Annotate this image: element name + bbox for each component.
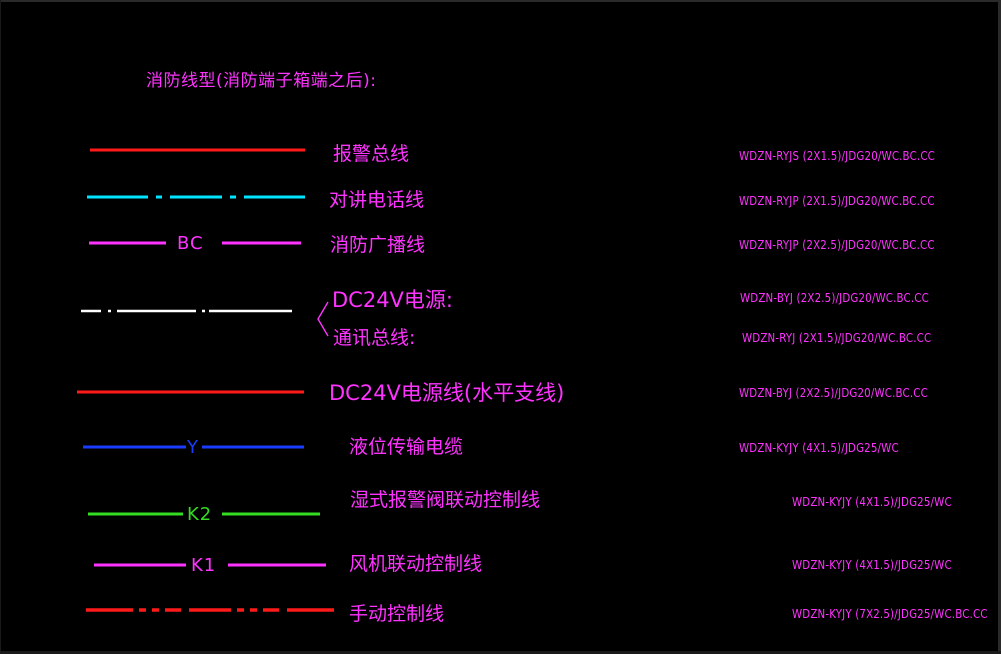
line-tag-k2: K2	[187, 504, 213, 525]
label-dc24v-power: DC24V电源:	[332, 288, 453, 312]
frame-bottom-edge	[0, 651, 1001, 654]
spec-alarm-bus: WDZN-RYJS (2X1.5)/JDG20/WC.BC.CC	[739, 148, 935, 163]
frame-top-edge	[0, 0, 1001, 2]
spec-intercom-phone: WDZN-RYJP (2X1.5)/JDG20/WC.BC.CC	[739, 193, 935, 208]
bracket-brace	[317, 301, 329, 337]
legend-heading: 消防线型(消防端子箱端之后):	[146, 71, 377, 91]
line-tag-k1: K1	[191, 555, 217, 576]
spec-fan-linkage: WDZN-KYJY (4X1.5)/JDG25/WC	[792, 557, 952, 572]
label-wet-alarm-valve: 湿式报警阀联动控制线	[350, 489, 541, 511]
label-intercom-phone: 对讲电话线	[329, 189, 425, 211]
label-liquid-level: 液位传输电缆	[349, 436, 464, 458]
spec-wet-alarm-valve: WDZN-KYJY (4X1.5)/JDG25/WC	[792, 494, 952, 509]
spec-liquid-level: WDZN-KYJY (4X1.5)/JDG25/WC	[739, 440, 899, 455]
label-broadcast: 消防广播线	[330, 234, 426, 256]
spec-comm-bus: WDZN-RYJ (2X1.5)/JDG20/WC.BC.CC	[742, 330, 932, 345]
frame-left-edge	[0, 0, 1, 654]
spec-manual-control: WDZN-KYJY (7X2.5)/JDG25/WC.BC.CC	[792, 606, 988, 621]
spec-broadcast: WDZN-RYJP (2X2.5)/JDG20/WC.BC.CC	[739, 237, 935, 252]
line-tag-y: Y	[187, 437, 199, 458]
label-manual-control: 手动控制线	[349, 603, 445, 625]
spec-dc24v-branch: WDZN-BYJ (2X2.5)/JDG20/WC.BC.CC	[739, 385, 928, 400]
label-fan-linkage: 风机联动控制线	[349, 553, 483, 575]
line-tag-bc: BC	[177, 233, 204, 254]
spec-dc24v-power: WDZN-BYJ (2X2.5)/JDG20/WC.BC.CC	[740, 290, 929, 305]
frame-right-edge	[998, 0, 1001, 654]
label-dc24v-branch: DC24V电源线(水平支线)	[329, 381, 565, 405]
label-comm-bus: 通讯总线:	[333, 327, 416, 349]
label-alarm-bus: 报警总线	[333, 143, 410, 165]
